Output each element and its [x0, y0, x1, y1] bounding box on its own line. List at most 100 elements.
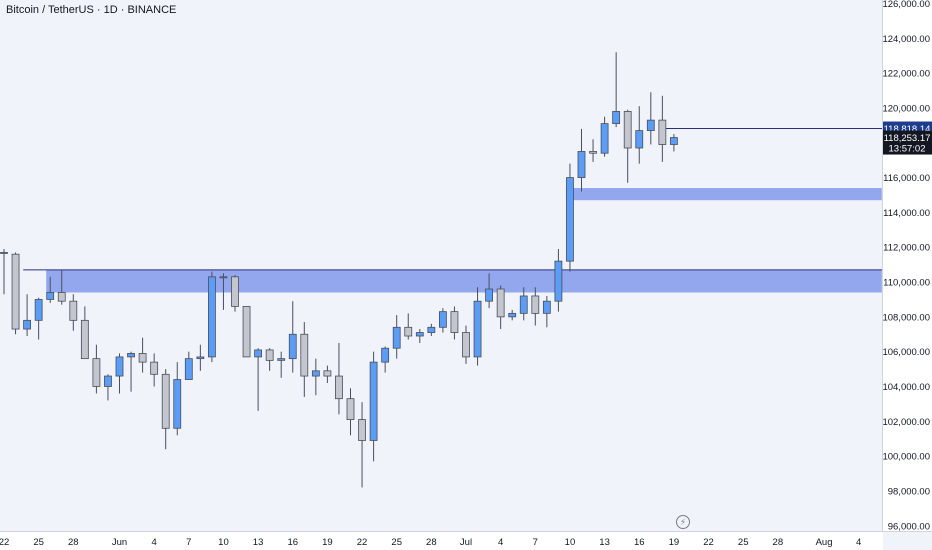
- candle: [46, 276, 55, 303]
- y-tick-label: 104,000.00: [882, 382, 930, 393]
- x-tick-label: 4: [856, 537, 861, 548]
- candle: [127, 351, 135, 392]
- x-tick-label: 28: [68, 537, 79, 548]
- zone-2: [565, 188, 882, 201]
- candle: [369, 351, 378, 462]
- candle: [0, 248, 8, 295]
- candle: [508, 309, 517, 321]
- candle-body: [104, 375, 112, 387]
- candle-body: [80, 319, 89, 360]
- candle-body: [670, 137, 678, 145]
- candle-body: [115, 356, 124, 377]
- y-tick-label: 96,000.00: [888, 521, 930, 532]
- candle-body: [265, 349, 274, 361]
- candle-body: [127, 353, 135, 358]
- candle: [219, 273, 228, 310]
- x-tick-label: Jun: [112, 537, 127, 548]
- candle-body: [11, 253, 20, 330]
- y-tick-label: 112,000.00: [883, 243, 930, 254]
- candle: [612, 52, 621, 128]
- candle-body: [150, 361, 159, 375]
- candle: [670, 134, 678, 152]
- y-tick-label: 108,000.00: [882, 312, 930, 323]
- price-axis-bg[interactable]: [883, 0, 932, 531]
- x-tick-label: 22: [0, 537, 9, 548]
- candle-body: [542, 300, 551, 314]
- candle-body: [277, 358, 286, 361]
- candle-body: [519, 295, 528, 314]
- candle-body: [323, 370, 332, 377]
- y-tick-label: 110,000.00: [883, 278, 930, 289]
- x-tick-label: 28: [773, 537, 784, 548]
- candle: [542, 295, 551, 328]
- candle-body: [577, 151, 586, 178]
- candle-body: [612, 111, 621, 125]
- candle-body: [288, 333, 297, 360]
- candle: [277, 351, 286, 378]
- candle: [519, 287, 528, 321]
- candle: [392, 315, 401, 359]
- candle-body: [462, 332, 470, 358]
- candle: [496, 285, 505, 330]
- x-tick-label: 25: [391, 537, 402, 548]
- candle: [207, 271, 216, 363]
- candle: [462, 325, 470, 364]
- candle-body: [138, 353, 147, 363]
- candle: [335, 342, 343, 415]
- x-tick-label: 7: [186, 537, 191, 548]
- candle: [600, 116, 609, 157]
- candle-body: [57, 292, 66, 302]
- lightning-icon[interactable]: ⚡: [676, 515, 690, 529]
- x-tick-label: 10: [218, 537, 229, 548]
- candle: [577, 128, 586, 192]
- candle-body: [173, 379, 182, 429]
- candle: [288, 301, 297, 373]
- candle: [311, 358, 320, 396]
- candle: [300, 322, 309, 397]
- candle: [635, 106, 644, 164]
- last-price-tag-bg: [883, 130, 932, 155]
- candle-body: [335, 375, 343, 400]
- candle-body: [231, 276, 239, 307]
- candle-body: [219, 276, 228, 279]
- candle: [92, 344, 101, 394]
- x-tick-label: 25: [33, 537, 44, 548]
- candle-body: [566, 177, 574, 262]
- candle-body: [0, 252, 8, 254]
- time-axis-bg[interactable]: [0, 532, 883, 550]
- candle: [161, 369, 170, 450]
- candle-body: [415, 332, 424, 337]
- candle-body: [23, 319, 32, 330]
- x-tick-label: 19: [669, 537, 680, 548]
- countdown-tag: 13:57:02: [889, 144, 926, 155]
- price-tags: 118,818.14 118,253.17 13:57:02: [883, 121, 932, 155]
- candle: [623, 109, 632, 183]
- line-price-tag: 118,818.14: [884, 124, 931, 135]
- candle-body: [311, 370, 320, 377]
- candle: [658, 95, 667, 162]
- candle: [485, 273, 494, 309]
- candle: [80, 306, 89, 360]
- candle: [427, 323, 436, 337]
- candle-body: [531, 295, 540, 314]
- candle: [381, 346, 390, 373]
- x-tick-label: 25: [738, 537, 749, 548]
- candle: [57, 269, 66, 305]
- candle-body: [381, 347, 390, 363]
- candle: [589, 139, 597, 162]
- zone-1: [46, 269, 882, 293]
- y-tick-label: 122,000.00: [882, 69, 930, 80]
- candle: [104, 374, 112, 401]
- candle: [242, 306, 251, 358]
- candle-body: [196, 356, 205, 360]
- candle: [173, 362, 182, 436]
- candle-body: [554, 260, 563, 302]
- x-tick-label: 16: [634, 537, 645, 548]
- x-tick-label: 13: [599, 537, 610, 548]
- candle-body: [496, 288, 505, 318]
- x-axis-ticks: 22 25 28 Jun 4 7 10 13 16 19 22 25 28 Jul 4 7 10 13 16 19 22…: [0, 537, 861, 548]
- candle-body: [589, 151, 597, 154]
- candle-body: [92, 358, 101, 387]
- candle: [450, 306, 459, 340]
